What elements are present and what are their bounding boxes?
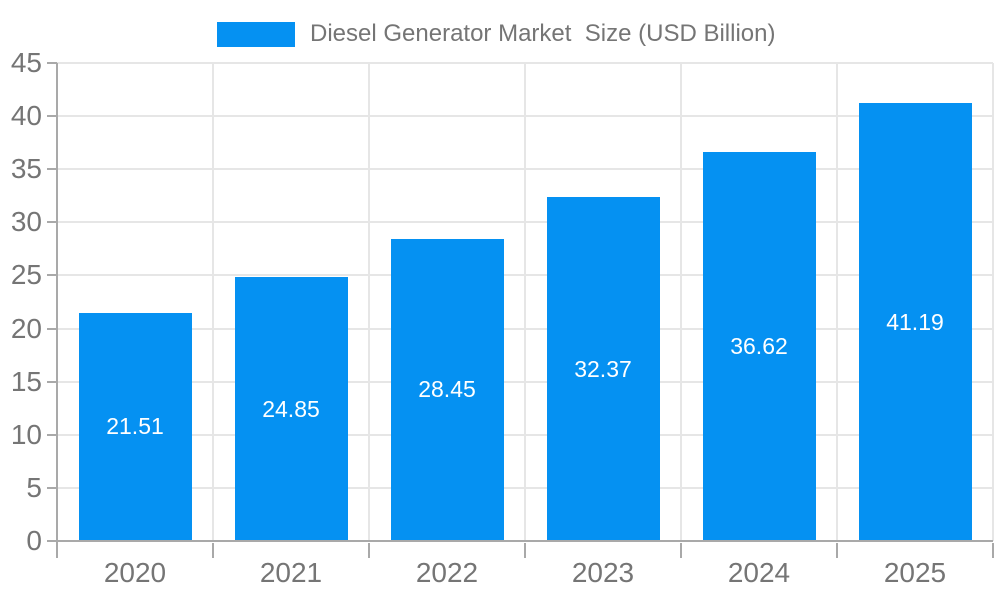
y-tick-mark [47,168,57,171]
x-axis-label-2021: 2021 [259,557,323,588]
legend-color-swatch [217,21,295,47]
x-axis-line [47,540,993,542]
v-gridline [368,63,370,541]
legend-item[interactable]: Diesel Generator Market Size (USD Billio… [217,20,775,48]
v-gridline [992,63,994,541]
bar-value-label: 21.51 [106,413,164,440]
x-axis-label-2023: 2023 [571,557,635,588]
bar-2025[interactable]: 41.19 [858,103,972,541]
v-gridline [836,63,838,541]
bar-2020[interactable]: 21.51 [78,312,192,541]
bar-2023[interactable]: 32.37 [546,197,660,541]
x-axis-label-2025: 2025 [883,557,947,588]
y-tick-mark [47,433,57,436]
plot-area: 21.51 24.85 28.45 32.37 36.62 41.19 [57,62,994,541]
y-tick-label: 35 [10,153,42,185]
bar-value-label: 24.85 [262,395,320,422]
y-tick-mark [47,62,57,64]
x-tick-mark [992,543,994,558]
y-tick-mark [47,486,57,489]
y-tick-label: 45 [10,47,42,78]
x-tick-mark [680,543,682,558]
y-tick-mark [47,327,57,330]
bar-2021[interactable]: 24.85 [234,277,348,541]
x-axis-label-2022: 2022 [415,557,479,588]
y-tick-mark [47,221,57,224]
y-tick-label: 10 [10,418,42,450]
x-tick-mark [56,543,58,558]
v-gridline [524,63,526,541]
y-tick-label: 40 [10,100,42,132]
v-gridline [680,63,682,541]
bar-value-label: 36.62 [730,333,788,359]
bar-value-label: 41.19 [886,308,944,335]
y-tick-label: 25 [10,259,42,291]
y-axis-line [56,63,58,556]
x-axis-label-2024: 2024 [727,557,791,588]
y-tick-label: 15 [10,365,42,397]
x-tick-mark [524,543,526,558]
y-tick-label: 0 [26,525,42,556]
bar-value-label: 32.37 [574,355,632,382]
y-tick-label: 20 [10,312,42,344]
bar-value-label: 28.45 [418,376,476,403]
bar-2022[interactable]: 28.45 [390,238,504,541]
y-tick-label: 5 [26,471,42,503]
y-tick-mark [47,115,57,118]
y-tick-mark [47,540,57,542]
bar-2024[interactable]: 36.62 [702,152,816,541]
x-tick-mark [836,543,838,558]
y-tick-mark [47,380,57,383]
x-axis-label-2020: 2020 [103,557,167,588]
y-tick-mark [47,274,57,277]
y-tick-label: 30 [10,206,42,238]
x-tick-mark [212,543,214,558]
legend-series-label: Diesel Generator Market Size (USD Billio… [310,20,776,47]
x-tick-mark [368,543,370,558]
v-gridline [212,63,214,541]
